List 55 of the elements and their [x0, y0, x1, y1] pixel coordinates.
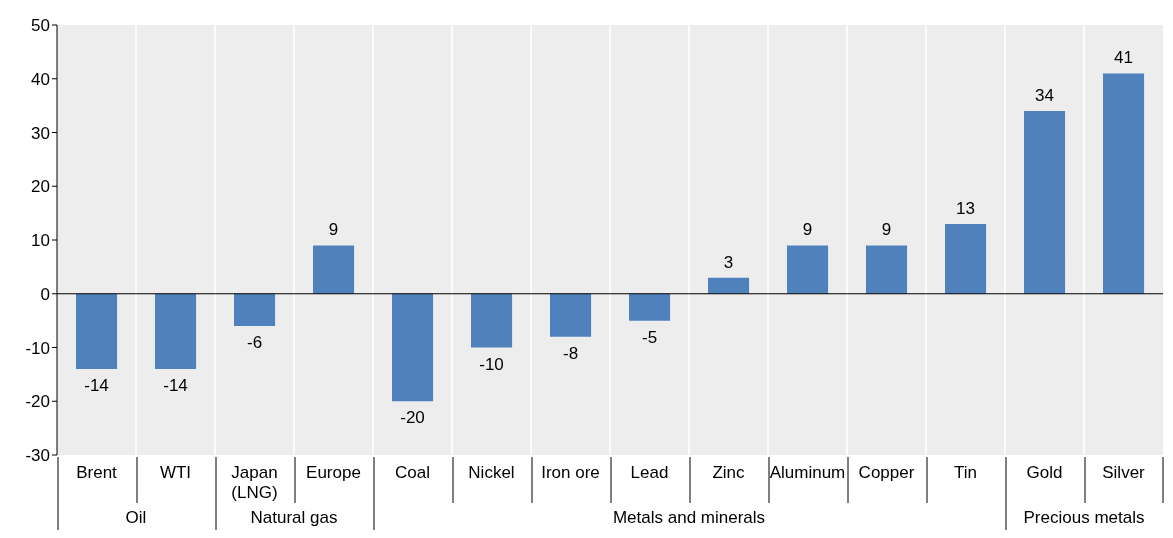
y-tick-label: 20 [31, 177, 50, 197]
y-tick-label: 40 [31, 69, 50, 89]
bar [945, 223, 987, 294]
x-tick-label: Copper [858, 463, 915, 482]
text: Natural gas [250, 508, 338, 527]
x-tick-label: Europe [306, 463, 361, 482]
bar [76, 293, 118, 369]
data-label: 9 [328, 220, 339, 240]
x-tick-label: Zinc [712, 463, 746, 482]
data-label: 3 [723, 252, 734, 272]
y-tick-label: 50 [31, 16, 50, 36]
text: Precious metals [1023, 508, 1145, 527]
y-tick-label: -20 [25, 392, 50, 412]
x-tick-label: WTI [159, 463, 192, 482]
x-tick-label: Brent [76, 463, 118, 482]
bar [787, 245, 829, 294]
x-tick-label: Gold [1026, 463, 1063, 482]
x-tick-label: Iron ore [541, 463, 600, 482]
x-tick-label: Silver [1102, 463, 1146, 482]
bar [1024, 111, 1066, 294]
data-label: -10 [479, 354, 504, 374]
y-tick-label: -30 [25, 446, 50, 466]
bar [629, 293, 671, 321]
y-tick-label: 30 [31, 123, 50, 143]
bar [234, 293, 276, 326]
data-label: -20 [400, 408, 425, 428]
data-label: 34 [1035, 86, 1054, 105]
data-label: 9 [802, 220, 813, 240]
bar [471, 293, 513, 348]
x-tick-label: Tin [954, 463, 977, 482]
data-label: -8 [562, 343, 579, 363]
data-label: -6 [246, 333, 263, 352]
y-tick-label: -10 [25, 338, 50, 358]
bar [313, 245, 355, 294]
x-tick-label: Nickel [468, 463, 515, 482]
data-label: -14 [84, 376, 109, 395]
data-label: 13 [956, 198, 975, 218]
data-label: -5 [641, 327, 658, 347]
x-tick-label: Aluminum [769, 463, 846, 482]
y-tick-label: 0 [40, 284, 50, 304]
bar [550, 293, 592, 337]
bar [392, 293, 434, 402]
bar [866, 245, 908, 294]
y-tick-label: 10 [31, 231, 50, 251]
data-label: -14 [163, 376, 188, 395]
bar [708, 277, 750, 294]
x-tick-label: Japan (LNG) [231, 463, 278, 502]
text: Oil [125, 508, 147, 527]
bar [155, 293, 197, 369]
x-tick-label: Lead [630, 463, 669, 482]
data-label: 41 [1114, 48, 1133, 68]
text: Metals and minerals [612, 508, 766, 527]
x-tick-label: Coal [395, 463, 430, 482]
bar [1103, 73, 1145, 294]
data-label: 9 [881, 220, 892, 240]
